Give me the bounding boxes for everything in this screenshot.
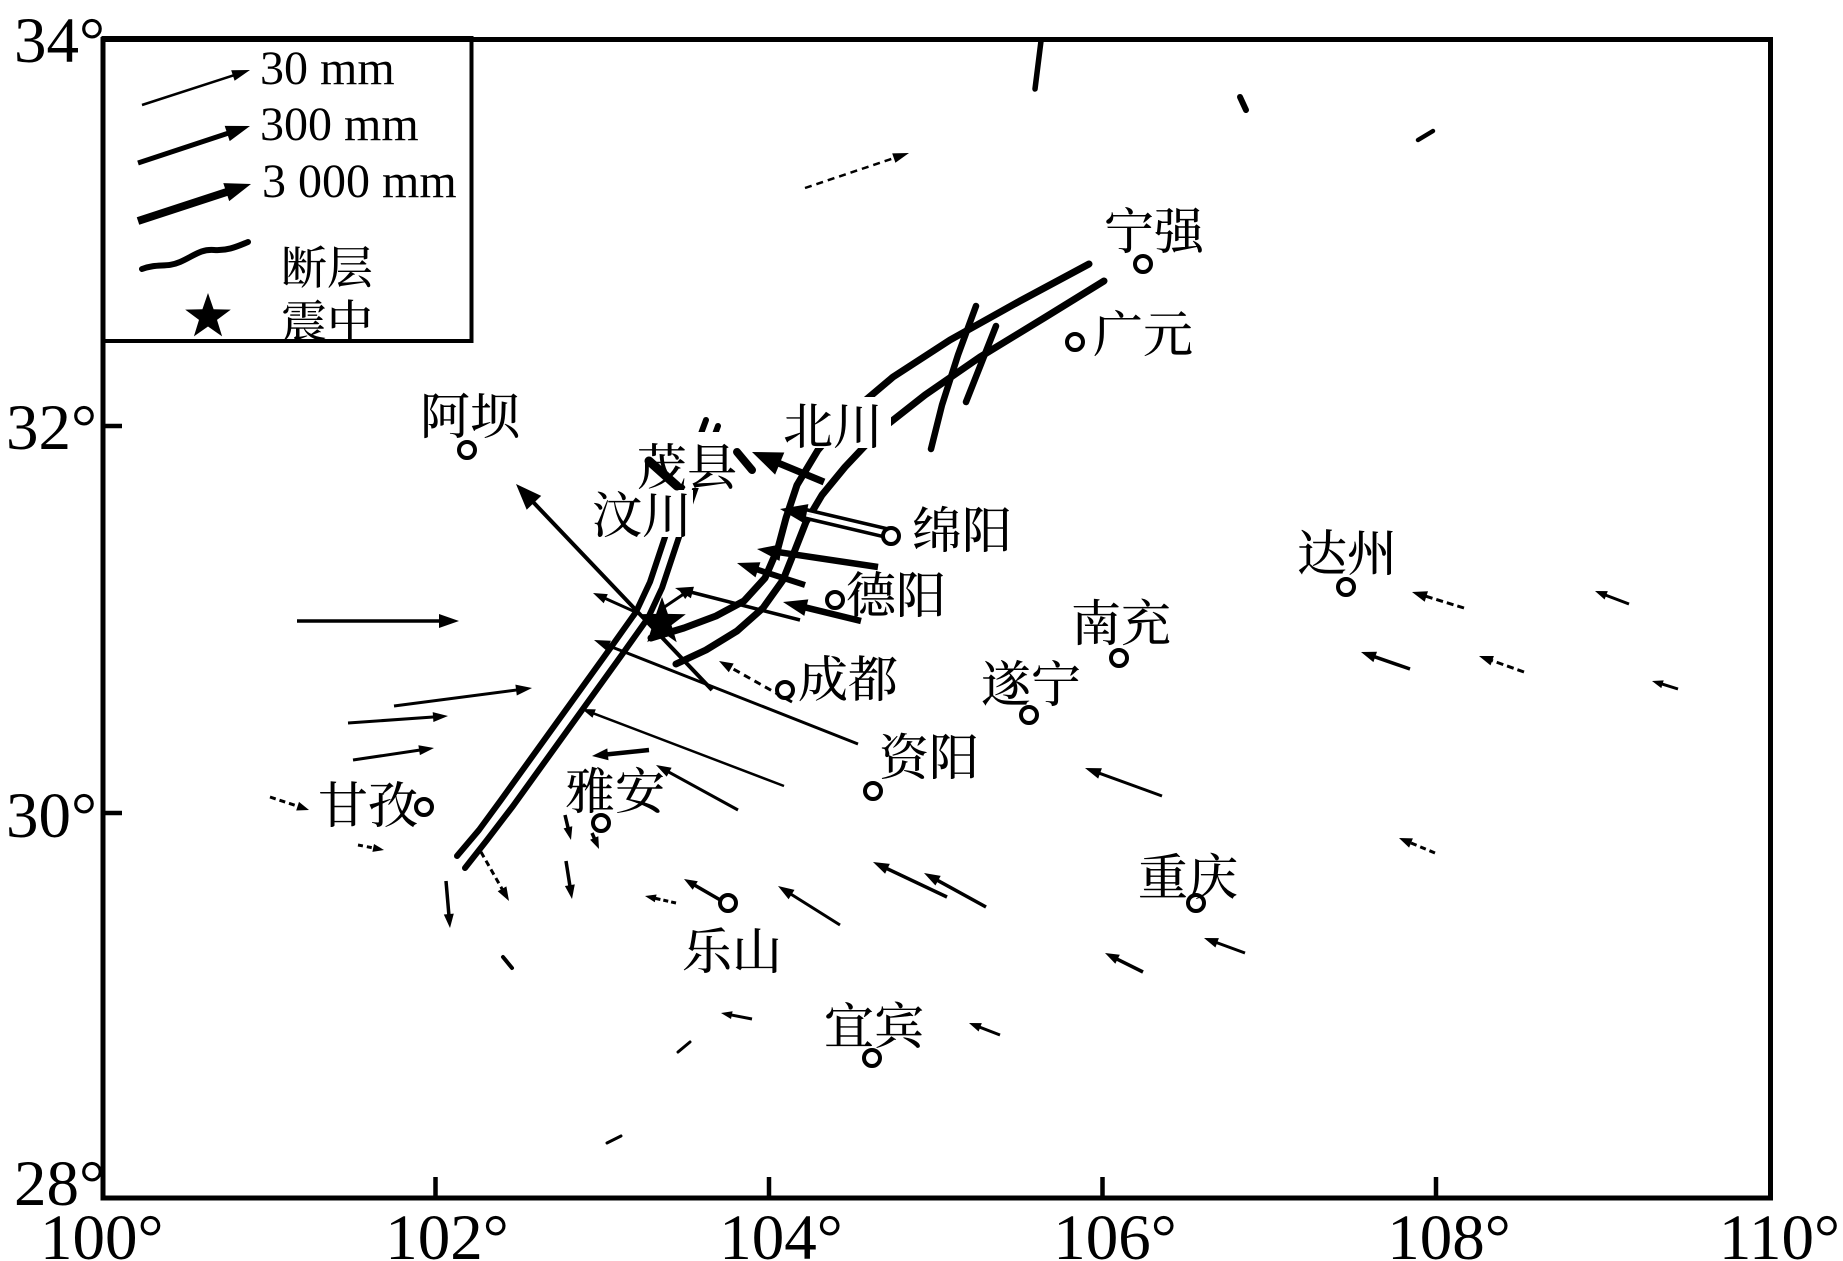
svg-text:100°: 100° [40, 1202, 164, 1261]
svg-text:30°: 30° [6, 780, 97, 852]
svg-text:300 mm: 300 mm [260, 98, 419, 151]
svg-text:30 mm: 30 mm [260, 42, 395, 95]
svg-text:108°: 108° [1387, 1202, 1511, 1261]
svg-text:106°: 106° [1053, 1202, 1177, 1261]
svg-text:32°: 32° [6, 392, 97, 464]
svg-text:104°: 104° [719, 1202, 843, 1261]
svg-text:3 000 mm: 3 000 mm [262, 155, 457, 208]
svg-text:34°: 34° [14, 5, 105, 77]
svg-text:28°: 28° [14, 1148, 105, 1220]
svg-text:102°: 102° [385, 1202, 509, 1261]
svg-text:110°: 110° [1719, 1202, 1840, 1261]
